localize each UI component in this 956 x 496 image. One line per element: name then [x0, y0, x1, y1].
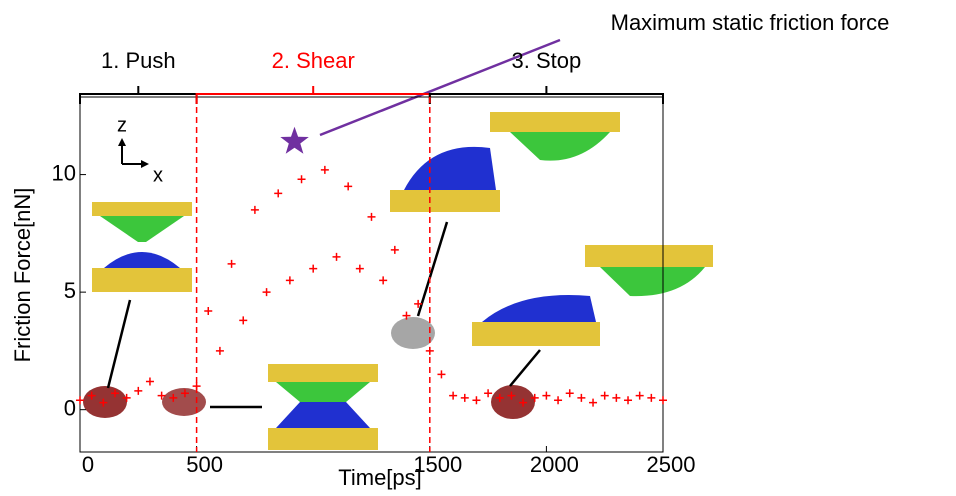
phase-label: 2. Shear — [272, 48, 355, 73]
phase-bracket — [430, 86, 663, 104]
point — [449, 392, 457, 400]
point — [391, 246, 399, 254]
y-tick-label: 0 — [64, 395, 76, 420]
max-star — [280, 127, 309, 154]
point — [321, 166, 329, 174]
annotation-text: Maximum static friction force — [611, 10, 890, 35]
y-tick-label: 10 — [52, 160, 76, 185]
point — [426, 347, 434, 355]
point — [134, 387, 142, 395]
point — [612, 394, 620, 402]
point — [204, 307, 212, 315]
point — [344, 182, 352, 190]
point — [484, 389, 492, 397]
x-tick-label: 2500 — [647, 452, 696, 477]
inset-axes: z x — [117, 114, 163, 186]
point — [601, 392, 609, 400]
point — [554, 396, 562, 404]
phase-bracket — [80, 86, 197, 104]
point — [356, 265, 364, 273]
point — [472, 396, 480, 404]
point — [577, 394, 585, 402]
y-tick-label: 5 — [64, 278, 76, 303]
point — [461, 394, 469, 402]
inset-z: z — [117, 114, 127, 136]
point — [239, 316, 247, 324]
chart: Maximum static friction force Time[ps] F… — [0, 0, 956, 496]
point — [659, 396, 667, 404]
x-tick-label: 1500 — [413, 452, 462, 477]
point — [368, 213, 376, 221]
point — [542, 392, 550, 400]
point — [228, 260, 236, 268]
point — [146, 377, 154, 385]
phase-label: 1. Push — [101, 48, 176, 73]
point — [333, 253, 341, 261]
x-tick-label: 500 — [186, 452, 223, 477]
phase-bracket — [197, 86, 430, 104]
point — [286, 276, 294, 284]
point — [624, 396, 632, 404]
point — [647, 394, 655, 402]
point — [263, 288, 271, 296]
point — [589, 399, 597, 407]
phase-label: 3. Stop — [512, 48, 582, 73]
point — [636, 392, 644, 400]
point — [298, 175, 306, 183]
point — [193, 382, 201, 390]
point — [76, 396, 84, 404]
point — [566, 389, 574, 397]
inset-x: x — [153, 164, 163, 186]
point — [274, 189, 282, 197]
y-axis-label: Friction Force[nN] — [10, 188, 35, 363]
point — [437, 370, 445, 378]
illustrations — [83, 40, 713, 450]
x-axis-label: Time[ps] — [338, 465, 422, 490]
point — [251, 206, 259, 214]
point — [379, 276, 387, 284]
x-tick-label: 0 — [82, 452, 94, 477]
point — [216, 347, 224, 355]
point — [309, 265, 317, 273]
x-tick-label: 2000 — [530, 452, 579, 477]
